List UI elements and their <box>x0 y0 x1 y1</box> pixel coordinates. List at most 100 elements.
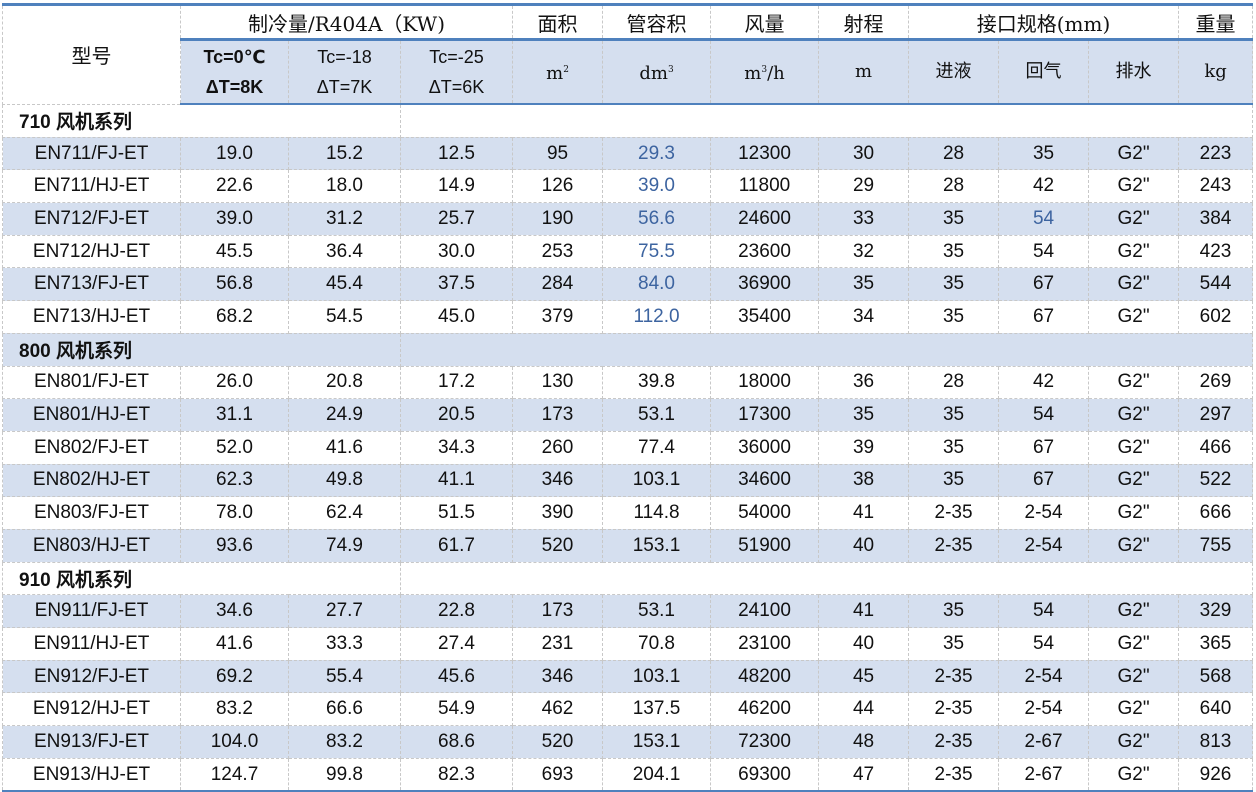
table-cell: 26.0 <box>180 365 289 400</box>
model-cell: EN801/HJ-ET <box>2 398 181 432</box>
table-cell: 36900 <box>710 267 820 302</box>
col-drain: 排水 <box>1088 39 1180 105</box>
table-cell: 190 <box>512 202 604 236</box>
cap-tc-18: Tc=-18 ΔT=7K <box>288 39 401 105</box>
table-cell: 32 <box>818 234 910 269</box>
unit-volume: dm3 <box>602 39 712 105</box>
table-cell: G2" <box>1088 463 1180 498</box>
table-cell: 12300 <box>710 136 820 171</box>
table-cell: 384 <box>1178 202 1254 236</box>
table-cell: 522 <box>1178 463 1254 498</box>
col-return-gas: 回气 <box>998 39 1090 105</box>
section-filler <box>399 561 1254 596</box>
table-cell: 33.3 <box>288 627 401 661</box>
section-title: 910 风机系列 <box>2 561 401 596</box>
table-cell: 2-54 <box>998 496 1090 530</box>
table-cell: 153.1 <box>602 725 712 759</box>
model-cell: EN911/FJ-ET <box>2 594 181 628</box>
table-cell: 666 <box>1178 496 1254 530</box>
table-cell: 39.8 <box>602 365 712 400</box>
table-cell: 67 <box>998 463 1090 498</box>
table-row: EN803/FJ-ET 78.0 62.4 51.5 390 114.8 54000 41 2-… <box>2 496 1254 530</box>
table-cell: G2" <box>1088 267 1180 302</box>
table-cell: 253 <box>512 234 604 269</box>
section-filler <box>399 103 1254 138</box>
section-row: 910 风机系列 <box>2 561 1254 596</box>
table-cell: 36 <box>818 365 910 400</box>
table-cell: 69.2 <box>180 659 289 694</box>
table-cell: 35 <box>818 267 910 302</box>
table-row: EN803/HJ-ET 93.6 74.9 61.7 520 153.1 51900 40 2-… <box>2 528 1254 563</box>
table-cell: 74.9 <box>288 528 401 563</box>
table-cell: 173 <box>512 594 604 628</box>
table-cell: 69300 <box>710 757 820 792</box>
table-cell: 23100 <box>710 627 820 661</box>
table-cell: 34.3 <box>399 430 514 465</box>
table-cell: 62.4 <box>288 496 401 530</box>
model-cell: EN913/FJ-ET <box>2 725 181 759</box>
model-cell: EN803/FJ-ET <box>2 496 181 530</box>
table-cell: 78.0 <box>180 496 289 530</box>
subheader-row: Tc=0℃ ΔT=8K Tc=-18 ΔT=7K Tc=-25 ΔT=6K m2 dm… <box>3 39 1254 105</box>
table-cell: 56.6 <box>602 202 712 236</box>
table-row: EN801/FJ-ET 26.0 20.8 17.2 130 39.8 18000 36 28 4… <box>2 365 1254 400</box>
table-cell: 75.5 <box>602 234 712 269</box>
col-area: 面积 <box>512 3 604 41</box>
table-cell: G2" <box>1088 627 1180 661</box>
table-cell: 40 <box>818 627 910 661</box>
table-cell: 35 <box>908 430 1000 465</box>
table-cell: 2-35 <box>908 528 1000 563</box>
table-cell: 25.7 <box>399 202 514 236</box>
table-cell: 93.6 <box>180 528 289 563</box>
section-title: 710 风机系列 <box>2 103 401 138</box>
table-row: EN801/HJ-ET 31.1 24.9 20.5 173 53.1 17300 35 35 5… <box>2 398 1254 432</box>
table-cell: 520 <box>512 725 604 759</box>
table-cell: 42 <box>998 169 1090 204</box>
header-row: 型号 制冷量/R404A（KW) 面积 管容积 风量 射程 接口规格(mm) 重… <box>2 3 1254 105</box>
table-cell: 31.1 <box>180 398 289 432</box>
table-cell: 77.4 <box>602 430 712 465</box>
table-cell: 51900 <box>710 528 820 563</box>
table-cell: 346 <box>512 659 604 694</box>
table-cell: 40 <box>818 528 910 563</box>
table-cell: 173 <box>512 398 604 432</box>
table-cell: 2-54 <box>998 659 1090 694</box>
table-cell: 27.4 <box>399 627 514 661</box>
table-cell: 19.0 <box>180 136 289 171</box>
table-cell: 48 <box>818 725 910 759</box>
table-cell: 41 <box>818 496 910 530</box>
unit-airflow: m3/h <box>710 39 820 105</box>
unit-area: m2 <box>512 39 604 105</box>
table-cell: 231 <box>512 627 604 661</box>
table-cell: 2-67 <box>998 757 1090 792</box>
table-cell: 39.0 <box>180 202 289 236</box>
col-connection-group: 接口规格(mm) <box>908 3 1180 41</box>
table-cell: 34600 <box>710 463 820 498</box>
table-cell: 46200 <box>710 692 820 727</box>
table-cell: 11800 <box>710 169 820 204</box>
table-cell: 45.6 <box>399 659 514 694</box>
table-cell: 329 <box>1178 594 1254 628</box>
table-cell: 41 <box>818 594 910 628</box>
table-cell: 36.4 <box>288 234 401 269</box>
table-cell: 55.4 <box>288 659 401 694</box>
table-cell: 17.2 <box>399 365 514 400</box>
table-cell: 20.8 <box>288 365 401 400</box>
table-cell: 284 <box>512 267 604 302</box>
table-cell: G2" <box>1088 692 1180 727</box>
table-cell: 31.2 <box>288 202 401 236</box>
table-cell: 223 <box>1178 136 1254 171</box>
spec-table: 型号 制冷量/R404A（KW) 面积 管容积 风量 射程 接口规格(mm) 重… <box>2 3 1254 792</box>
table-cell: 22.8 <box>399 594 514 628</box>
table-cell: 693 <box>512 757 604 792</box>
section-title: 800 风机系列 <box>2 332 401 367</box>
table-cell: 95 <box>512 136 604 171</box>
table-cell: 462 <box>512 692 604 727</box>
table-cell: 54 <box>998 398 1090 432</box>
table-cell: 82.3 <box>399 757 514 792</box>
col-airflow: 风量 <box>710 3 820 41</box>
table-cell: 48200 <box>710 659 820 694</box>
table-cell: 35 <box>998 136 1090 171</box>
model-cell: EN711/FJ-ET <box>2 136 181 171</box>
col-weight: 重量 <box>1178 3 1254 41</box>
